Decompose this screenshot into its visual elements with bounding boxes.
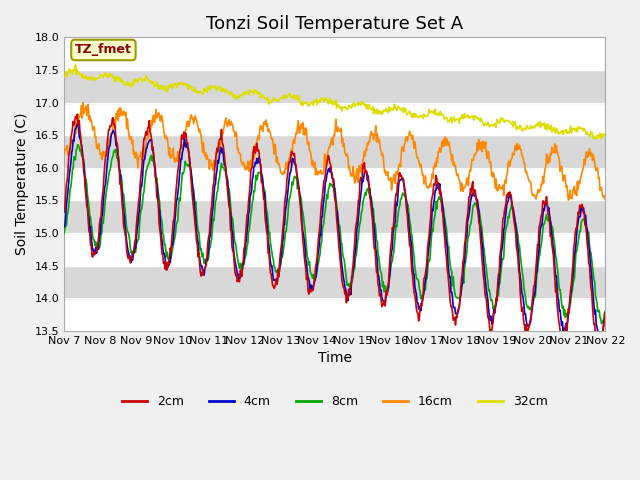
Text: TZ_fmet: TZ_fmet <box>75 44 132 57</box>
Title: Tonzi Soil Temperature Set A: Tonzi Soil Temperature Set A <box>206 15 463 33</box>
Bar <box>64 168 605 200</box>
Bar <box>64 135 605 168</box>
X-axis label: Time: Time <box>317 351 352 365</box>
Bar <box>64 200 605 233</box>
Bar <box>64 298 605 331</box>
Bar <box>64 70 605 103</box>
Legend: 2cm, 4cm, 8cm, 16cm, 32cm: 2cm, 4cm, 8cm, 16cm, 32cm <box>116 390 553 413</box>
Y-axis label: Soil Temperature (C): Soil Temperature (C) <box>15 113 29 255</box>
Bar <box>64 103 605 135</box>
Bar <box>64 37 605 70</box>
Bar <box>64 265 605 298</box>
Bar <box>64 233 605 265</box>
